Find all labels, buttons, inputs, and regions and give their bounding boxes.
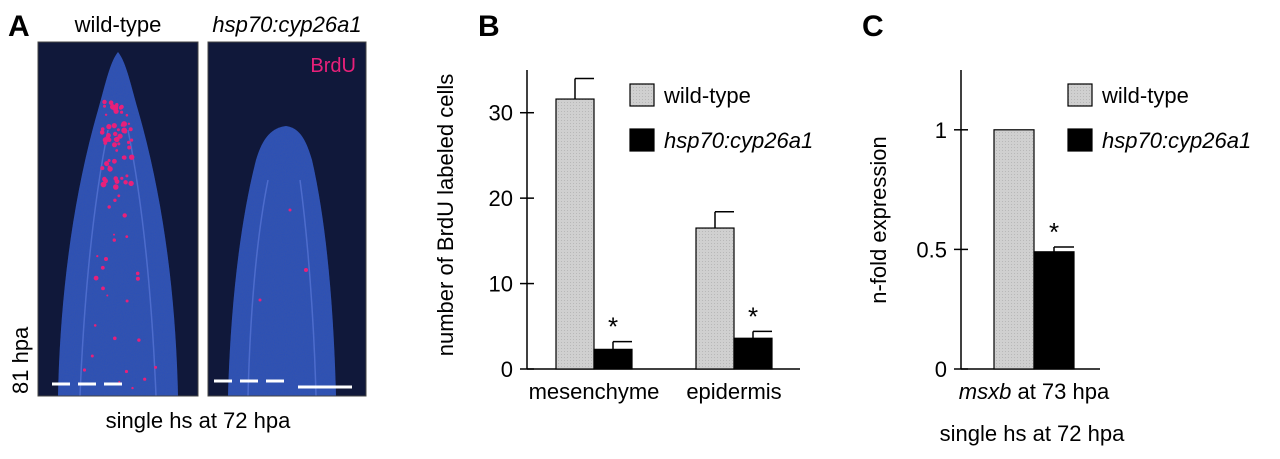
panel-b-ylabel: number of BrdU labeled cells bbox=[433, 74, 458, 356]
legend-label: hsp70:cyp26a1 bbox=[1102, 128, 1251, 153]
significance-mark: * bbox=[1049, 217, 1059, 247]
bar bbox=[593, 348, 633, 370]
legend-label: hsp70:cyp26a1 bbox=[664, 128, 813, 153]
panel-b: B number of BrdU labeled cells 0 10 20 30 * *… bbox=[433, 10, 813, 404]
legend-swatch bbox=[1067, 83, 1093, 107]
significance-mark: * bbox=[608, 312, 618, 342]
bar bbox=[695, 227, 735, 370]
panel-b-letter: B bbox=[478, 10, 500, 43]
bar bbox=[555, 98, 595, 370]
transgenic-micrograph bbox=[208, 42, 366, 396]
legend-swatch bbox=[1067, 128, 1093, 152]
y-tick-label: 1 bbox=[935, 118, 947, 143]
legend-label: wild-type bbox=[1101, 83, 1189, 108]
panel-c-caption: single hs at 72 hpa bbox=[940, 421, 1125, 446]
panel-a-caption: single hs at 72 hpa bbox=[106, 408, 291, 433]
bar bbox=[1033, 251, 1075, 370]
bar bbox=[733, 337, 773, 370]
category-label: msxb at 73 hpa bbox=[959, 379, 1110, 404]
y-tick-label: 0 bbox=[501, 357, 513, 382]
y-tick-label: 0 bbox=[935, 357, 947, 382]
legend-swatch bbox=[629, 128, 655, 152]
panel-c-chart: 0 0.5 1 * wild-type hsp70:cyp26a1 msxb at 73 h… bbox=[916, 70, 1251, 404]
gene-name: msxb bbox=[959, 379, 1012, 404]
category-suffix: at 73 hpa bbox=[1011, 379, 1110, 404]
significance-mark: * bbox=[748, 301, 758, 331]
panel-c-letter: C bbox=[862, 10, 884, 43]
panel-c: C n-fold expression 0 0.5 1 * wild-type hsp70… bbox=[862, 10, 1251, 446]
wild-type-micrograph bbox=[38, 42, 198, 396]
y-tick-label: 10 bbox=[489, 272, 513, 297]
y-tick-label: 20 bbox=[489, 186, 513, 211]
brdu-stain-label: BrdU bbox=[310, 55, 356, 77]
panel-a-letter: A bbox=[8, 10, 30, 43]
legend-swatch bbox=[629, 83, 655, 107]
legend-label: wild-type bbox=[663, 83, 751, 108]
panel-c-ylabel: n-fold expression bbox=[866, 136, 891, 304]
category-label: mesenchyme bbox=[529, 379, 660, 404]
wild-type-image-title: wild-type bbox=[74, 12, 162, 37]
panel-a: A wild-type hsp70:cyp26a1 bbox=[8, 10, 367, 433]
y-tick-label: 30 bbox=[489, 101, 513, 126]
category-label: epidermis bbox=[686, 379, 781, 404]
panel-b-chart: 0 10 20 30 * * wild-type hsp70:cyp26a1 mesenchym… bbox=[489, 70, 813, 404]
transgenic-image-title: hsp70:cyp26a1 bbox=[212, 12, 361, 37]
bar bbox=[993, 129, 1035, 370]
time-label: 81 hpa bbox=[8, 326, 33, 394]
y-tick-label: 0.5 bbox=[916, 237, 947, 262]
